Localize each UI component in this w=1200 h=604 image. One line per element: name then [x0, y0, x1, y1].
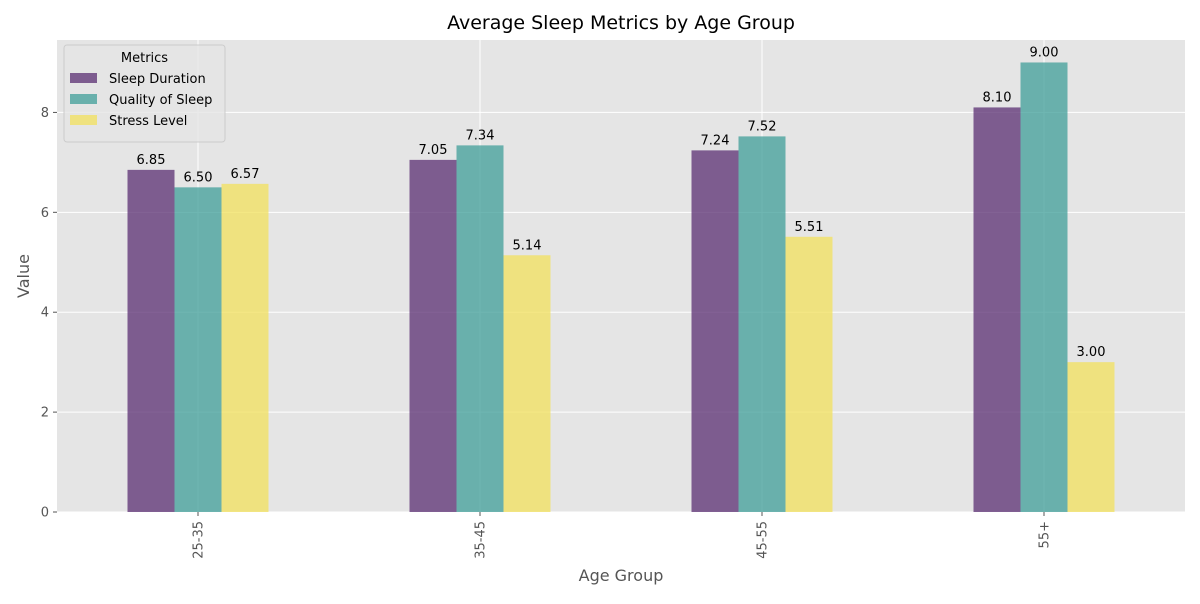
- y-axis-title: Value: [14, 254, 33, 298]
- bar-quality-of-sleep-45-55: [738, 136, 786, 512]
- x-tick-label: 25-35: [192, 521, 207, 559]
- y-tick-label: 2: [41, 406, 49, 421]
- legend-swatch: [70, 73, 97, 83]
- x-tick-label: 35-45: [474, 521, 489, 559]
- y-tick-label: 0: [41, 506, 49, 521]
- legend-label: Quality of Sleep: [109, 93, 212, 108]
- bar-value-labels: 6.85 7.05 7.24 8.10 6.50 7.34 7.52 9.00 6.57 5.14…: [137, 45, 1106, 360]
- bar-sleep-duration-25-35: [127, 169, 175, 512]
- bar-value-label: 5.14: [513, 238, 542, 253]
- legend-items: Sleep Duration Quality of Sleep Stress Lev…: [70, 72, 212, 129]
- bar-value-label: 7.52: [748, 119, 777, 134]
- bar-sleep-duration-35-45: [409, 159, 457, 512]
- bar-sleep-duration-55+: [973, 107, 1021, 512]
- legend-swatch: [70, 115, 97, 125]
- bar-value-label: 7.24: [701, 133, 730, 148]
- chart-title: Average Sleep Metrics by Age Group: [447, 12, 795, 34]
- legend-label: Stress Level: [109, 114, 187, 129]
- legend-label: Sleep Duration: [109, 72, 206, 87]
- bar-value-label: 6.50: [184, 170, 213, 185]
- x-tick-label: 55+: [1038, 521, 1053, 548]
- bar-quality-of-sleep-25-35: [174, 187, 222, 512]
- bar-stress-level-25-35: [221, 183, 269, 512]
- bar-stress-level-45-55: [785, 236, 833, 512]
- x-axis-ticks: 25-35 35-45 45-55 55+: [192, 512, 1053, 559]
- legend: Metrics Sleep Duration Quality of Sleep St…: [63, 44, 226, 143]
- legend-swatch: [70, 94, 97, 104]
- bar-sleep-duration-45-55: [691, 150, 739, 513]
- bar-quality-of-sleep-55+: [1020, 62, 1068, 512]
- bar-value-label: 8.10: [983, 90, 1012, 105]
- bar-stress-level-55+: [1067, 362, 1115, 512]
- bar-value-label: 7.34: [466, 128, 495, 143]
- bar-value-label: 6.85: [137, 153, 166, 168]
- bar-quality-of-sleep-35-45: [456, 145, 504, 512]
- bar-stress-level-35-45: [503, 255, 551, 512]
- legend-box: [63, 44, 226, 143]
- bar-value-label: 9.00: [1030, 45, 1059, 60]
- bar-value-label: 3.00: [1077, 345, 1106, 360]
- legend-title: Metrics: [121, 51, 168, 66]
- x-tick-label: 45-55: [756, 521, 771, 559]
- y-tick-label: 8: [41, 106, 49, 121]
- bars: [127, 62, 1115, 513]
- y-axis-ticks: 0 2 4 6 8: [41, 106, 57, 521]
- bar-value-label: 6.57: [231, 167, 260, 182]
- x-axis-title: Age Group: [579, 566, 664, 585]
- y-tick-label: 4: [41, 306, 49, 321]
- bar-value-label: 7.05: [419, 143, 448, 158]
- bar-value-label: 5.51: [795, 220, 824, 235]
- y-tick-label: 6: [41, 206, 49, 221]
